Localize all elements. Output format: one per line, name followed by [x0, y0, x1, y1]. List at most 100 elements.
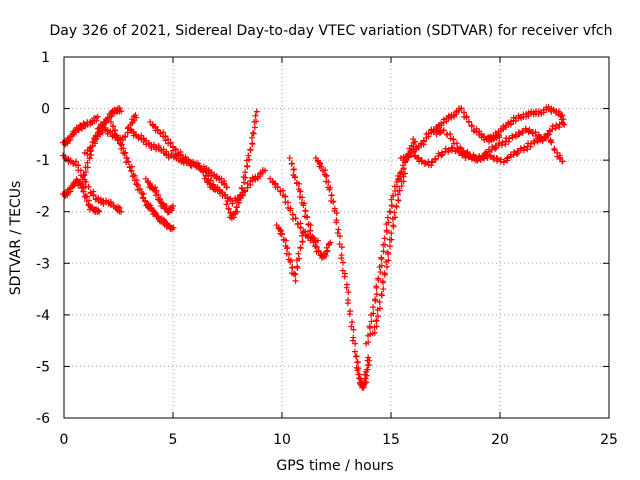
y-tick-label: -6: [36, 411, 50, 427]
data-point: [385, 257, 392, 264]
data-point: [252, 112, 259, 119]
data-point: [506, 135, 513, 142]
data-point: [223, 201, 230, 208]
data-point: [155, 213, 162, 220]
data-point: [128, 167, 135, 174]
data-point: [555, 108, 562, 115]
data-point: [349, 319, 356, 326]
data-point: [516, 131, 523, 138]
data-point: [107, 128, 114, 135]
data-point: [474, 157, 481, 164]
data-point: [467, 152, 474, 159]
data-point: [365, 354, 372, 361]
data-point: [386, 208, 393, 215]
data-point: [340, 259, 347, 266]
data-point: [121, 150, 128, 157]
data-point: [376, 305, 383, 312]
data-point: [94, 113, 101, 120]
x-axis-label: GPS time / hours: [276, 458, 393, 474]
data-point: [253, 118, 260, 125]
data-point: [380, 286, 387, 293]
data-point: [458, 105, 465, 112]
data-point: [302, 208, 309, 215]
data-point: [81, 172, 88, 179]
data-point: [522, 125, 529, 132]
data-point: [387, 243, 394, 250]
data-point: [339, 267, 346, 274]
data-point: [381, 241, 388, 248]
data-point: [177, 151, 184, 158]
data-point: [244, 163, 251, 169]
data-point: [493, 144, 500, 151]
data-point: [541, 135, 548, 142]
data-point: [300, 202, 307, 209]
data-marks: [60, 103, 568, 391]
data-point: [484, 154, 491, 161]
data-point: [303, 214, 310, 221]
data-point: [262, 167, 269, 174]
data-point: [368, 318, 375, 325]
data-point: [354, 367, 361, 374]
data-point: [95, 207, 102, 214]
data-point: [109, 123, 116, 130]
data-point: [432, 156, 439, 163]
y-tick-label: -5: [36, 359, 50, 375]
data-point: [374, 313, 381, 320]
data-point: [239, 191, 246, 198]
data-point: [378, 254, 385, 261]
data-point: [377, 269, 384, 276]
data-point: [84, 159, 91, 166]
data-point: [292, 277, 299, 284]
data-point: [402, 170, 409, 177]
data-point: [442, 145, 449, 152]
data-point: [560, 116, 567, 123]
data-point: [411, 138, 418, 145]
data-point: [346, 311, 353, 318]
x-tick-label: 25: [600, 432, 618, 448]
y-axis-label: SDTVAR / TECUs: [8, 181, 24, 296]
data-point: [379, 278, 386, 285]
data-point: [504, 154, 511, 161]
data-point: [325, 178, 332, 185]
data-point: [440, 127, 447, 134]
data-point: [531, 139, 538, 146]
data-point: [287, 207, 294, 214]
data-point: [295, 180, 302, 187]
data-point: [395, 197, 402, 204]
data-point: [365, 339, 372, 346]
data-point: [242, 174, 249, 181]
data-point: [284, 199, 291, 206]
data-point: [373, 317, 380, 324]
data-point: [388, 236, 395, 243]
data-point: [349, 337, 356, 344]
x-tick-label: 15: [382, 432, 400, 448]
data-point: [274, 183, 281, 190]
data-point: [172, 146, 179, 153]
data-point: [235, 199, 242, 206]
data-point: [356, 375, 363, 382]
data-point: [163, 205, 170, 212]
data-point: [118, 208, 125, 215]
data-point: [370, 304, 377, 311]
data-point: [384, 249, 391, 256]
data-point: [388, 202, 395, 209]
data-point: [561, 121, 568, 128]
data-point: [391, 209, 398, 216]
data-point: [125, 158, 132, 165]
data-point: [527, 140, 534, 147]
data-point: [532, 132, 539, 139]
data-point: [390, 222, 397, 229]
data-point: [307, 222, 314, 229]
x-tick-label: 10: [273, 432, 291, 448]
x-tick-label: 20: [491, 432, 509, 448]
data-point: [242, 188, 249, 195]
data-point: [363, 372, 370, 379]
data-point: [136, 185, 143, 192]
data-point: [464, 149, 471, 156]
plot-frame: [63, 56, 610, 419]
data-point: [250, 130, 257, 137]
data-point: [334, 230, 341, 237]
data-point: [154, 126, 161, 133]
